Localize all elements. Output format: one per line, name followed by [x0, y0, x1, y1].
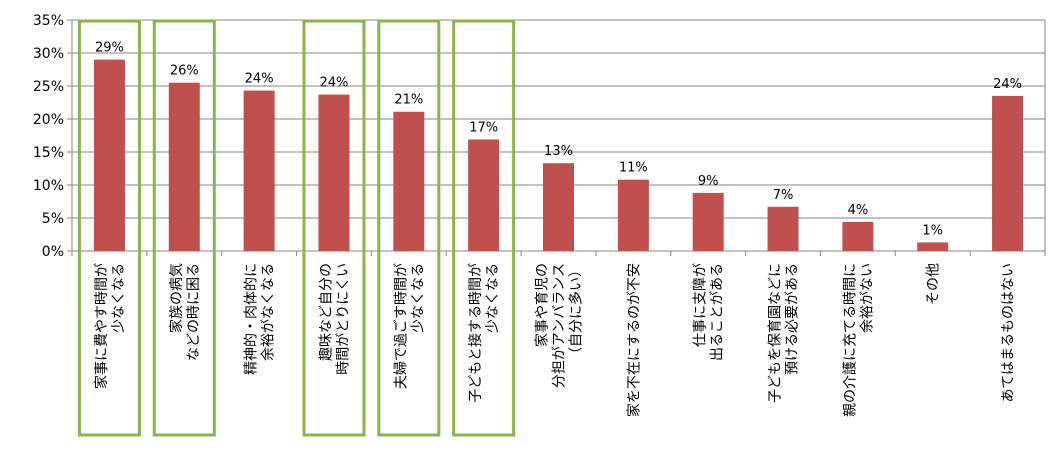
highlight-frame [452, 19, 516, 437]
category-label-line: 子どもを保育園などに [768, 263, 784, 403]
category-label: 子どもを保育園などに 預ける必要がある [768, 263, 801, 403]
bar-value-label: 1% [922, 223, 943, 238]
category-label-line: 預ける必要がある [785, 263, 801, 375]
bar [468, 139, 500, 251]
bar [393, 111, 425, 252]
category-label: 家族の病気 などの時に困る [168, 263, 202, 361]
bars [93, 59, 1024, 252]
category-label-line: 家族の病気 [168, 263, 185, 333]
y-tick-label: 25% [33, 79, 64, 95]
bar [168, 82, 200, 251]
bar-value-label: 24% [993, 77, 1022, 92]
category-label-line: 時間がとりにくい [335, 263, 351, 375]
value-labels: 29% 26% 24% 24% 21% 17% 13% 11% 9% 7% 4% 1% 24% [95, 41, 1022, 239]
highlight-frame [152, 19, 216, 437]
category-label-line: （自分に多い） [568, 263, 585, 361]
y-tick-label: 0% [42, 244, 64, 260]
category-label: 親の介護に充てる時間に 余裕がない [842, 263, 875, 417]
category-label-line: 趣味など自分の [318, 263, 334, 361]
y-tick-label: 35% [33, 13, 64, 29]
highlight-frame [302, 19, 366, 437]
category-label-line: 親の介護に充てる時間に [842, 263, 858, 417]
category-label: 精神的・肉体的に 余裕がなくなる [244, 263, 277, 375]
bar [842, 221, 874, 251]
category-label-line: 子どもと接する時間が [467, 263, 484, 403]
bar [992, 95, 1024, 252]
category-label: 子どもと接する時間が 少なくなる [467, 263, 501, 403]
bar [692, 192, 724, 251]
category-label: 家事に費やす時間が 少なくなる [93, 263, 127, 389]
bar [767, 206, 799, 251]
bar-value-label: 21% [394, 93, 423, 108]
highlight-frame [77, 19, 141, 437]
category-label-line: 仕事に支障が [693, 263, 709, 347]
bar-value-label: 24% [245, 72, 274, 87]
bar-value-label: 11% [619, 161, 648, 176]
gridlines [72, 19, 1045, 219]
y-tick-label: 30% [33, 46, 64, 62]
category-label-line: 精神的・肉体的に [244, 263, 260, 375]
highlight-frame [377, 19, 441, 437]
category-label: 夫婦で過ごす時間が 少なくなる [392, 263, 426, 389]
category-label: あてはまるものはない [1001, 263, 1017, 402]
category-label-line: 家事や育児の [534, 263, 551, 347]
bar-value-label: 29% [95, 41, 124, 56]
category-label: 仕事に支障が 出ることがある [693, 263, 726, 361]
bar [617, 179, 649, 251]
bar-value-label: 26% [170, 64, 199, 79]
category-label-line: 少なくなる [111, 263, 127, 333]
category-label-line: 出ることがある [710, 263, 726, 361]
category-label-line: あてはまるものはない [1001, 263, 1017, 402]
bar [93, 59, 125, 251]
bar-value-label: 4% [848, 203, 869, 218]
bar-value-label: 7% [773, 188, 794, 203]
bar [243, 90, 275, 252]
y-tick-label: 10% [33, 178, 64, 194]
category-label: 趣味など自分の 時間がとりにくい [318, 263, 351, 375]
bar-value-label: 9% [698, 174, 719, 189]
category-label-line: 家事に費やす時間が [93, 263, 110, 389]
category-label: 家を不在にするのが不安 [625, 263, 642, 417]
category-label-line: 少なくなる [410, 263, 426, 333]
category-label-line: などの時に困る [186, 263, 202, 361]
category-label: 家事や育児の 分担がアンバランス （自分に多い） [534, 263, 585, 388]
bar [917, 242, 949, 251]
bar-value-label: 17% [469, 120, 498, 135]
highlight-frames [77, 19, 516, 437]
category-label-line: 家を不在にするのが不安 [625, 263, 642, 417]
bar [318, 94, 350, 251]
category-label-line: 余裕がなくなる [260, 263, 277, 361]
category-label-line: 分担がアンバランス [552, 263, 568, 388]
y-tick-label: 15% [33, 145, 64, 161]
category-label-line: 夫婦で過ごす時間が [392, 263, 409, 389]
bar [543, 163, 574, 251]
y-tick-label: 20% [33, 112, 64, 128]
category-labels: 家事に費やす時間が 少なくなる 家族の病気 などの時に困る 精神的・肉体的に 余裕がなくな… [93, 263, 1017, 417]
bar-value-label: 13% [544, 144, 573, 159]
category-label-line: 少なくなる [485, 263, 501, 333]
y-tick-label: 5% [42, 211, 64, 227]
y-tick-labels: 0% 5% 10% 15% 20% 25% 30% 35% [33, 13, 64, 260]
bar-value-label: 24% [320, 76, 349, 91]
category-label-line: その他 [926, 263, 942, 305]
category-label-line: 余裕がない [858, 263, 875, 333]
category-label: その他 [926, 263, 942, 305]
